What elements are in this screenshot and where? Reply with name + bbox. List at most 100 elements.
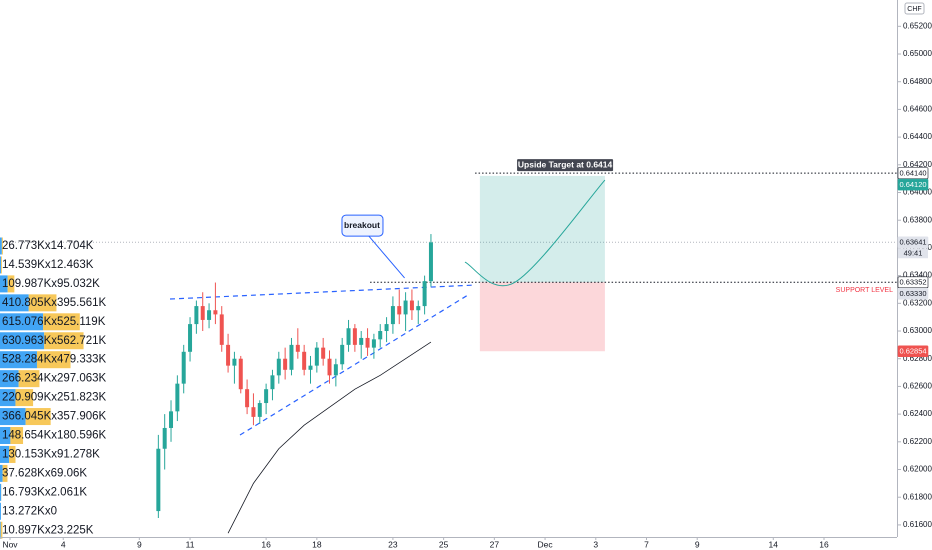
candle-body bbox=[232, 358, 237, 366]
price-label-bg bbox=[897, 287, 929, 300]
currency-label: CHF bbox=[907, 6, 921, 13]
profile-sell-bar bbox=[1, 256, 2, 274]
candle-body bbox=[283, 358, 288, 370]
countdown: 49:41 bbox=[904, 249, 923, 258]
profile-sell-bar bbox=[1, 237, 3, 255]
profile-label: 16.793Kx2.061K bbox=[2, 486, 87, 498]
currency-box bbox=[904, 2, 925, 15]
callout-pointer bbox=[367, 234, 405, 279]
candle-body bbox=[169, 411, 174, 428]
price-label-bg bbox=[897, 276, 929, 289]
candle-body bbox=[295, 344, 300, 352]
profile-sell-bar bbox=[0, 521, 3, 539]
candle-body bbox=[207, 310, 212, 320]
plot-area: SUPPORT LEVEL Upside Target at 0.6414 brea… bbox=[0, 159, 897, 539]
position-profit-zone bbox=[479, 175, 605, 283]
candle-body bbox=[397, 306, 402, 315]
candle-body bbox=[194, 306, 199, 325]
y-tick-label: 0.62400 bbox=[903, 409, 932, 418]
y-tick-label: 0.64400 bbox=[903, 132, 932, 141]
price-label-bg bbox=[897, 236, 929, 249]
candle-body bbox=[428, 242, 433, 282]
x-tick-label: 25 bbox=[439, 539, 449, 549]
y-tick-label: 0.64800 bbox=[903, 77, 932, 86]
candle-body bbox=[245, 389, 250, 408]
callout-box bbox=[341, 214, 384, 237]
y-tick-label: 0.64600 bbox=[903, 105, 932, 114]
profile-buy-bar bbox=[0, 256, 2, 274]
profile-sell-bar bbox=[15, 389, 34, 407]
candle-body bbox=[175, 383, 180, 412]
candle-body bbox=[270, 375, 275, 390]
candle-body bbox=[416, 306, 421, 311]
candle-body bbox=[200, 306, 205, 320]
price-label: 0.64120 bbox=[899, 180, 926, 189]
candle-body bbox=[276, 358, 281, 376]
x-tick-label: 16 bbox=[261, 539, 271, 549]
x-tick-label: 9 bbox=[137, 539, 142, 549]
candle-body bbox=[346, 328, 351, 345]
candle-body bbox=[321, 347, 326, 359]
candle-body bbox=[340, 344, 345, 365]
candle-body bbox=[251, 407, 256, 417]
profile-label: 528.284Kx479.333K bbox=[2, 354, 107, 366]
profile-sell-bar bbox=[36, 351, 71, 369]
profile-buy-bar bbox=[0, 464, 3, 482]
y-tick-label: 0.62600 bbox=[903, 382, 932, 391]
y-tick-label: 0.62000 bbox=[903, 465, 932, 474]
candle-body bbox=[219, 314, 224, 345]
profile-sell-bar bbox=[25, 408, 51, 426]
candle-body bbox=[378, 331, 383, 340]
candle-body bbox=[264, 389, 269, 404]
target-label: Upside Target at 0.6414 bbox=[518, 159, 613, 169]
profile-label: 13.272Kx0 bbox=[2, 505, 57, 517]
countdown-bg bbox=[898, 248, 928, 259]
candle-body bbox=[308, 365, 313, 370]
x-tick-label: 18 bbox=[312, 539, 322, 549]
profile-buy-bar bbox=[0, 389, 16, 407]
candle-body bbox=[422, 281, 427, 307]
y-tick-label: 0.64000 bbox=[903, 188, 932, 197]
profile-label: 37.628Kx69.06K bbox=[2, 467, 87, 479]
y-tick-label: 0.62200 bbox=[903, 437, 932, 446]
support-label: SUPPORT LEVEL bbox=[836, 287, 893, 294]
candle-body bbox=[403, 300, 408, 315]
moving-average bbox=[227, 341, 432, 534]
profile-label: 615.076Kx525.119K bbox=[2, 316, 106, 328]
y-tick-label: 0.63800 bbox=[903, 215, 932, 224]
profile-buy-bar bbox=[0, 332, 45, 350]
candle-body bbox=[213, 310, 218, 315]
y-tick-label: 0.61800 bbox=[903, 492, 932, 501]
candle-body bbox=[333, 364, 338, 376]
candle-body bbox=[289, 344, 294, 370]
profile-buy-bar bbox=[0, 521, 1, 539]
y-tick-label: 0.63400 bbox=[903, 271, 932, 280]
target-label-bg bbox=[517, 159, 614, 172]
y-tick-label: 0.61600 bbox=[903, 520, 932, 529]
x-tick-label: 3 bbox=[593, 539, 598, 549]
x-tick-label: 16 bbox=[819, 539, 829, 549]
price-label-bg bbox=[897, 345, 929, 358]
price-axis-bg bbox=[897, 0, 932, 550]
candle-body bbox=[384, 324, 389, 332]
candle-body bbox=[162, 427, 167, 449]
candle-body bbox=[352, 328, 357, 345]
profile-sell-bar bbox=[10, 427, 24, 444]
x-tick-label: 9 bbox=[695, 539, 700, 549]
price-label: 0.63330 bbox=[899, 289, 926, 298]
x-tick-label: 7 bbox=[644, 539, 649, 549]
price-label: 0.63641 bbox=[899, 238, 926, 247]
y-tick-label: 0.63000 bbox=[903, 326, 932, 335]
profile-label: 220.909Kx251.823K bbox=[2, 392, 107, 404]
candle-body bbox=[257, 403, 262, 417]
profile-buy-bar bbox=[0, 370, 19, 388]
price-label-bg bbox=[897, 167, 929, 179]
candle-body bbox=[238, 358, 243, 390]
profile-buy-bar bbox=[0, 294, 29, 312]
candle-body bbox=[390, 306, 395, 325]
profile-buy-bar bbox=[0, 237, 2, 255]
price-label: 0.64140 bbox=[899, 168, 926, 177]
